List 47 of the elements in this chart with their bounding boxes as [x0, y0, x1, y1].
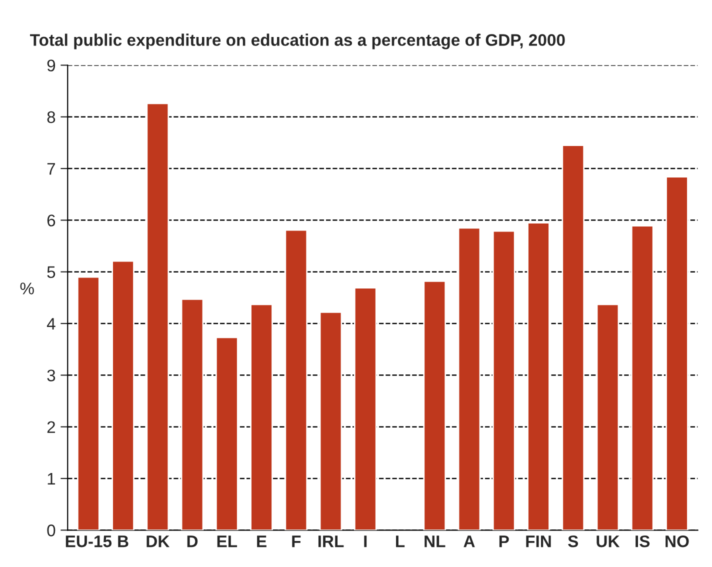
bar [146, 102, 170, 530]
x-tick-label: D [187, 536, 198, 548]
bar [423, 280, 446, 530]
y-tick-label: 4 [46, 318, 56, 330]
x-tick-label: NO [666, 535, 689, 548]
y-tick-label: 3 [47, 370, 56, 382]
bar [76, 276, 100, 530]
y-tick-label: 6 [47, 214, 56, 226]
y-tick-label: 2 [47, 421, 55, 433]
bar [562, 144, 585, 530]
x-tick-label: NL [424, 536, 446, 548]
x-tick-label: FIN [526, 536, 551, 548]
bar [319, 311, 342, 530]
bar [527, 222, 550, 530]
x-tick-label: P [499, 536, 509, 548]
y-tick-label: 0 [47, 524, 56, 536]
x-tick-label: F [292, 536, 301, 548]
x-tick-label: A [464, 536, 475, 548]
bar [492, 230, 516, 530]
y-tick-label: 8 [47, 111, 56, 124]
y-tick-label: 7 [47, 163, 55, 175]
y-tick-label: 5 [47, 266, 56, 278]
x-tick-label: EL [217, 536, 238, 548]
y-axis-title: % [20, 282, 34, 294]
x-tick-label: IRL [318, 536, 344, 548]
chart-title: Total public expenditure on education as a percentage of GDP, 2000 [30, 34, 565, 50]
x-tick-label: S [568, 535, 578, 548]
x-tick-label: EU-15 [66, 536, 112, 548]
bar [354, 287, 377, 530]
x-tick-label: B [118, 536, 128, 548]
bar [596, 304, 620, 530]
bar [458, 227, 481, 530]
bar [180, 298, 204, 530]
x-tick-label: DK [146, 536, 170, 548]
bar [630, 225, 654, 530]
y-tick-label: 1 [48, 473, 56, 485]
bar [284, 229, 308, 530]
bar [215, 336, 238, 530]
x-tick-label: UK [596, 536, 620, 548]
x-tick-label: E [257, 536, 266, 548]
x-tick-label: I [364, 536, 367, 548]
bar [250, 304, 273, 530]
x-tick-label: IS [636, 535, 650, 548]
bar [666, 176, 688, 530]
bar [112, 260, 134, 530]
y-tick-label: 9 [47, 60, 56, 72]
x-tick-label: L [396, 536, 405, 548]
